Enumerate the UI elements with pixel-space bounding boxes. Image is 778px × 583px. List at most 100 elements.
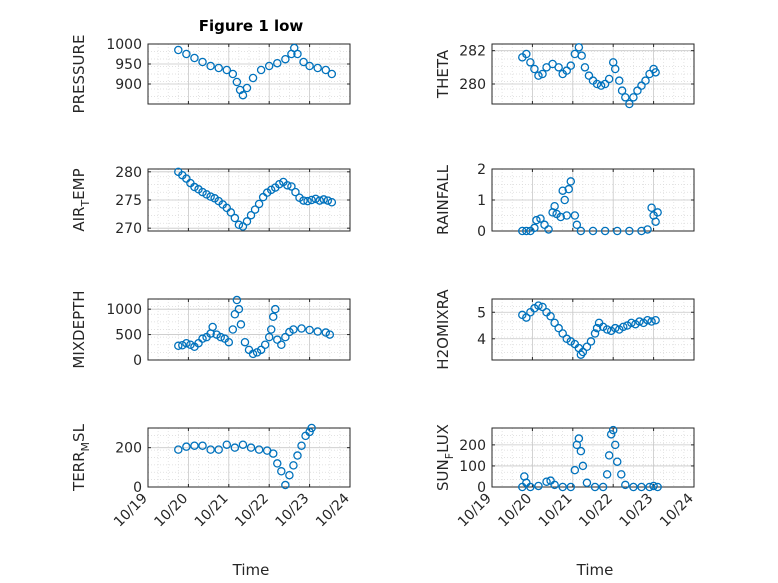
data-point [311,194,320,204]
data-point [250,205,260,214]
data-point [277,467,286,476]
data-point [299,57,308,67]
data-point [256,345,266,355]
data-point [526,482,535,492]
data-point [268,312,278,322]
data-point [273,459,282,468]
data-point [610,323,620,333]
data-point [625,226,634,236]
x-axis-label-left: Time [232,561,270,579]
y-axis-label: PRESSURE [70,35,88,114]
y-axis-label-subscript: T [79,200,92,208]
data-point [522,49,531,59]
data-point [651,315,660,325]
data-point [627,318,636,328]
data-point [546,311,555,321]
data-point [518,226,527,236]
y-tick-label: 0 [133,480,142,496]
data-point [610,64,620,74]
data-point [625,99,634,109]
data-point [544,225,553,234]
data-point [281,332,290,342]
data-point [582,342,592,351]
data-point [198,57,207,67]
data-point [562,66,571,75]
data-point [522,313,531,322]
figure-title: Figure 1 low [199,17,304,35]
y-tick-label: 900 [115,77,142,93]
data-point [534,71,543,80]
data-point [214,445,223,454]
data-point [629,93,638,102]
data-point [206,192,215,201]
data-point [653,482,662,492]
data-point [190,182,199,192]
y-tick-label: 5 [477,305,486,321]
y-tick-label: 100 [459,459,486,475]
data-point [602,325,612,334]
y-axis-label: THETA [434,49,452,99]
data-point [550,201,559,211]
y-tick-label: 200 [459,438,486,454]
data-point [214,63,223,73]
data-point [653,208,662,217]
y-tick-label: 4 [477,332,486,348]
y-axis-label: H2OMIXRA [434,289,452,370]
data-point [287,182,296,191]
y-axis-label-subscript: F [443,453,456,459]
y-axis-label: AIRTEMP [70,168,92,231]
data-point [228,325,238,334]
data-point [612,226,622,236]
data-point [182,338,191,348]
y-tick-label: 275 [115,193,142,209]
data-point [604,451,614,460]
y-tick-label: 950 [115,57,142,73]
data-point [645,69,654,79]
data-point [182,49,191,59]
x-axis-label-right: Time [576,561,614,579]
data-point [230,443,240,452]
y-axis-label-subscript: M [79,442,92,452]
data-point [264,332,274,342]
data-point [566,482,576,492]
data-point [554,63,563,72]
subplot-3: 280 275 270 AIRTEMP [70,165,351,237]
y-tick-label: 0 [133,353,142,369]
axes-box [491,427,695,488]
data-point [323,196,333,205]
data-point [558,482,567,492]
data-point [584,71,594,80]
y-tick-label: 500 [115,328,142,344]
data-point [198,187,207,197]
data-point [256,65,266,75]
data-point [598,482,608,492]
data-point [592,323,602,333]
y-tick-label: 280 [459,77,486,93]
y-axis-label: RAINFALL [434,164,452,235]
y-tick-label: 270 [115,221,142,237]
y-axis-label-main: RAINFALL [434,164,452,235]
data-point [248,349,258,359]
subplot-6: 5 4 H2OMIXRA [434,289,695,370]
subplot-4: 2 1 0 RAINFALL [434,162,695,240]
data-point [610,440,620,450]
y-axis-label: TERRMSL [70,423,92,492]
data-point [645,482,654,492]
data-point [635,317,644,326]
data-point [303,196,312,206]
data-point [637,482,646,492]
data-point [596,81,606,90]
data-point [558,186,567,195]
data-point [238,90,248,100]
y-tick-label: 0 [477,480,486,496]
y-tick-label: 282 [459,44,486,60]
data-point [242,217,252,226]
data-point [260,340,270,349]
data-point [226,208,236,217]
data-point [246,210,256,220]
data-point [202,190,211,199]
data-point [222,65,232,75]
data-point [248,73,258,83]
data-point [578,461,588,471]
data-point [182,442,191,451]
